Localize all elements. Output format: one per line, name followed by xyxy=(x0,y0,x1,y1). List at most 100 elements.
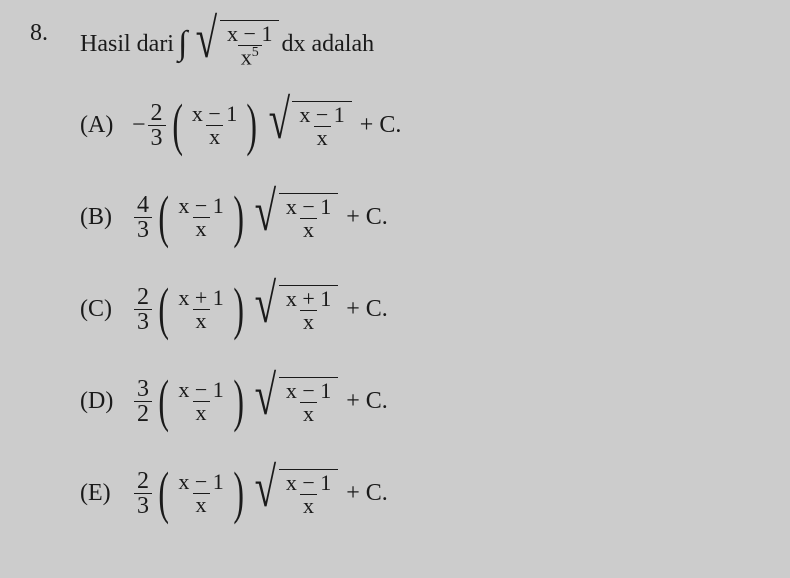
sqrt-term: √ x − 1 x xyxy=(250,469,338,517)
inner-num: x − 1 xyxy=(189,103,240,125)
inner-fraction: x − 1 x xyxy=(175,379,226,424)
tail: + C. xyxy=(346,480,388,507)
option-expression: 2 3 ( x + 1 x ) √ x + 1 x + C. xyxy=(132,285,388,334)
sqrt-fraction: x + 1 x xyxy=(283,288,334,333)
inner-num: x − 1 xyxy=(175,195,226,217)
options-list: (A) − 2 3 ( x − 1 x ) √ x − 1 x xyxy=(80,86,760,532)
coef-den: 3 xyxy=(134,493,152,518)
coefficient-fraction: 4 3 xyxy=(134,193,152,242)
sqrt-den: x xyxy=(300,218,317,241)
option-label: (B) xyxy=(80,204,132,231)
option-row: (A) − 2 3 ( x − 1 x ) √ x − 1 x xyxy=(80,86,760,164)
radical-icon: √ xyxy=(255,377,277,425)
sqrt-den: x xyxy=(300,494,317,517)
radical-icon: √ xyxy=(255,193,277,241)
sqrt-num: x + 1 xyxy=(283,288,334,310)
integrand-fraction: x − 1 x5 xyxy=(224,23,275,68)
sqrt-num: x − 1 xyxy=(283,380,334,402)
coefficient-fraction: 2 3 xyxy=(148,101,166,150)
sqrt-fraction: x − 1 x xyxy=(296,104,347,149)
sqrt-term: √ x − 1 x xyxy=(250,193,338,241)
sqrt-den: x xyxy=(314,126,331,149)
coef-num: 3 xyxy=(134,377,152,401)
question-number: 8. xyxy=(30,20,80,47)
coef-num: 2 xyxy=(134,285,152,309)
option-label: (A) xyxy=(80,112,132,139)
option-expression: − 2 3 ( x − 1 x ) √ x − 1 x + C. xyxy=(132,101,401,150)
coef-den: 3 xyxy=(134,309,152,334)
close-paren-icon: ) xyxy=(233,476,244,511)
question: 8. Hasil dari ∫ √ x − 1 x5 dx adalah xyxy=(30,20,760,68)
close-paren-icon: ) xyxy=(233,292,244,327)
sqrt-num: x − 1 xyxy=(283,472,334,494)
option-row: (B) 4 3 ( x − 1 x ) √ x − 1 x xyxy=(80,178,760,256)
inner-fraction: x − 1 x xyxy=(175,471,226,516)
sqrt-term: √ x − 1 x xyxy=(250,377,338,425)
sqrt-term: √ x + 1 x xyxy=(250,285,338,333)
tail: + C. xyxy=(346,204,388,231)
integral-icon: ∫ xyxy=(178,25,187,63)
inner-num: x − 1 xyxy=(175,471,226,493)
tail: + C. xyxy=(346,388,388,415)
sqrt-term: √ x − 1 x xyxy=(264,101,352,149)
inner-fraction: x − 1 x xyxy=(189,103,240,148)
coefficient-fraction: 3 2 xyxy=(134,377,152,426)
radical-icon: √ xyxy=(255,469,277,517)
close-paren-icon: ) xyxy=(247,108,258,143)
sqrt-num: x − 1 xyxy=(283,196,334,218)
integrand-num: x − 1 xyxy=(224,23,275,45)
coef-num: 2 xyxy=(134,469,152,493)
option-row: (D) 3 2 ( x − 1 x ) √ x − 1 x xyxy=(80,362,760,440)
radicand: x + 1 x xyxy=(279,285,338,333)
inner-den: x xyxy=(193,401,210,424)
option-expression: 3 2 ( x − 1 x ) √ x − 1 x + C. xyxy=(132,377,388,426)
inner-den: x xyxy=(206,125,223,148)
coefficient-fraction: 2 3 xyxy=(134,285,152,334)
option-expression: 4 3 ( x − 1 x ) √ x − 1 x + C. xyxy=(132,193,388,242)
open-paren-icon: ( xyxy=(158,476,169,511)
question-text: Hasil dari ∫ √ x − 1 x5 dx adalah xyxy=(80,20,374,68)
integrand-sqrt: √ x − 1 x5 xyxy=(191,20,279,68)
option-expression: 2 3 ( x − 1 x ) √ x − 1 x + C. xyxy=(132,469,388,518)
coef-den: 3 xyxy=(148,125,166,150)
sqrt-den: x xyxy=(300,310,317,333)
text-after: dx adalah xyxy=(281,31,374,58)
radicand: x − 1 x xyxy=(279,377,338,425)
open-paren-icon: ( xyxy=(158,384,169,419)
option-label: (C) xyxy=(80,296,132,323)
option-row: (E) 2 3 ( x − 1 x ) √ x − 1 x xyxy=(80,454,760,532)
sqrt-fraction: x − 1 x xyxy=(283,196,334,241)
open-paren-icon: ( xyxy=(158,292,169,327)
radicand: x − 1 x xyxy=(292,101,351,149)
option-label: (D) xyxy=(80,388,132,415)
sign: − xyxy=(132,112,146,139)
option-row: (C) 2 3 ( x + 1 x ) √ x + 1 x xyxy=(80,270,760,348)
inner-den: x xyxy=(193,309,210,332)
inner-fraction: x + 1 x xyxy=(175,287,226,332)
radicand: x − 1 x xyxy=(279,193,338,241)
close-paren-icon: ) xyxy=(233,384,244,419)
close-paren-icon: ) xyxy=(233,200,244,235)
inner-den: x xyxy=(193,217,210,240)
integrand-den: x5 xyxy=(238,45,262,68)
coef-den: 3 xyxy=(134,217,152,242)
tail: + C. xyxy=(346,296,388,323)
inner-num: x − 1 xyxy=(175,379,226,401)
radicand: x − 1 x5 xyxy=(220,20,279,68)
option-label: (E) xyxy=(80,480,132,507)
text-before: Hasil dari xyxy=(80,31,174,58)
open-paren-icon: ( xyxy=(172,108,183,143)
radical-icon: √ xyxy=(255,285,277,333)
coefficient-fraction: 2 3 xyxy=(134,469,152,518)
sqrt-fraction: x − 1 x xyxy=(283,472,334,517)
inner-den: x xyxy=(193,493,210,516)
radicand: x − 1 x xyxy=(279,469,338,517)
coef-num: 4 xyxy=(134,193,152,217)
sqrt-fraction: x − 1 x xyxy=(283,380,334,425)
tail: + C. xyxy=(360,112,402,139)
inner-num: x + 1 xyxy=(175,287,226,309)
sqrt-num: x − 1 xyxy=(296,104,347,126)
radical-icon: √ xyxy=(196,20,218,68)
radical-icon: √ xyxy=(268,101,290,149)
inner-fraction: x − 1 x xyxy=(175,195,226,240)
